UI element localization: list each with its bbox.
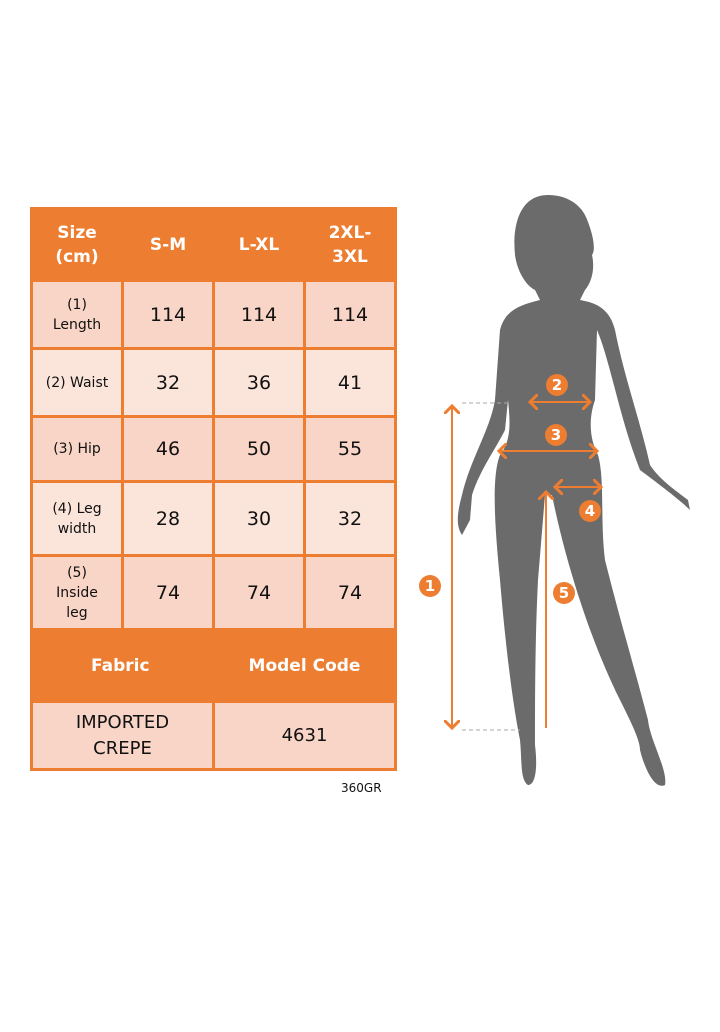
row-label: (2) Waist	[30, 347, 124, 418]
cell: 50	[212, 415, 306, 483]
svg-text:2: 2	[552, 376, 562, 394]
table-row: (3) Hip 46 50 55	[30, 415, 397, 483]
cell: 28	[121, 480, 215, 557]
marker-2: 2	[546, 374, 568, 396]
cell: 114	[121, 279, 215, 350]
size-chart-table: Size (cm) S-M L-XL 2XL-3XL (1) Length 11…	[30, 207, 397, 771]
header-fabric: Fabric	[30, 628, 215, 703]
header-size: Size (cm)	[30, 207, 124, 282]
woman-silhouette	[457, 195, 690, 786]
svg-text:3: 3	[551, 426, 561, 444]
cell: 46	[121, 415, 215, 483]
table-row: (4) Leg width 28 30 32	[30, 480, 397, 557]
info-header-row: Fabric Model Code	[30, 628, 397, 703]
model-code-value: 4631	[212, 700, 397, 771]
row-label: (4) Leg width	[30, 480, 124, 557]
row-label: (5) Inside leg	[30, 554, 124, 631]
info-row: IMPORTED CREPE 4631	[30, 700, 397, 771]
marker-3: 3	[545, 424, 567, 446]
size-header-row: Size (cm) S-M L-XL 2XL-3XL	[30, 207, 397, 282]
table-row: (5) Inside leg 74 74 74	[30, 554, 397, 631]
svg-text:4: 4	[585, 502, 595, 520]
svg-text:1: 1	[425, 577, 435, 595]
header-l-xl: L-XL	[212, 207, 306, 282]
cell: 41	[303, 347, 397, 418]
cell: 32	[121, 347, 215, 418]
row-label: (1) Length	[30, 279, 124, 350]
weight-code: 360GR	[341, 781, 382, 795]
cell: 55	[303, 415, 397, 483]
row-label: (3) Hip	[30, 415, 124, 483]
marker-1: 1	[419, 575, 441, 597]
header-model-code: Model Code	[212, 628, 397, 703]
fabric-value: IMPORTED CREPE	[30, 700, 215, 771]
cell: 32	[303, 480, 397, 557]
cell: 74	[303, 554, 397, 631]
cell: 36	[212, 347, 306, 418]
marker-5: 5	[553, 582, 575, 604]
svg-text:5: 5	[559, 584, 569, 602]
cell: 30	[212, 480, 306, 557]
header-s-m: S-M	[121, 207, 215, 282]
marker-4: 4	[579, 500, 601, 522]
cell: 114	[303, 279, 397, 350]
cell: 74	[212, 554, 306, 631]
table-row: (2) Waist 32 36 41	[30, 347, 397, 418]
table-row: (1) Length 114 114 114	[30, 279, 397, 350]
cell: 114	[212, 279, 306, 350]
header-2xl-3xl: 2XL-3XL	[303, 207, 397, 282]
cell: 74	[121, 554, 215, 631]
